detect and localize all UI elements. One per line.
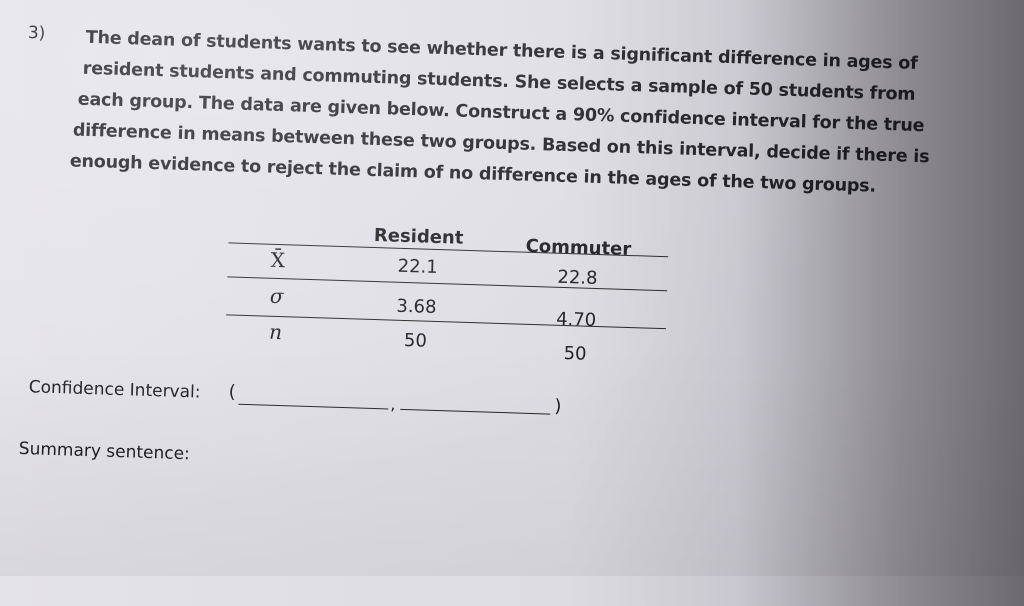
resident-n: 50 [403,329,428,352]
row-label-mean: X̄ [270,247,286,273]
resident-sigma: 3.68 [396,295,437,318]
ci-open-paren: ( [228,381,237,403]
ci-comma: , [390,394,396,414]
ci-close-paren: ) [554,395,562,417]
resident-mean: 22.1 [397,255,439,278]
ci-upper-blank[interactable] [400,408,551,415]
header-resident: Resident [373,224,464,249]
problem-number: 3) [27,22,46,44]
summary-label: Summary sentence: [18,438,191,465]
data-table: Resident Commuter X̄ 22.1 22.8 σ 3.68 4.… [226,220,669,365]
header-commuter: Commuter [525,235,632,261]
ci-lower-blank[interactable] [238,403,389,410]
row-label-sigma: σ [269,283,284,309]
commuter-sigma: 4.70 [555,308,597,331]
commuter-n: 50 [563,342,587,365]
row-label-n: n [268,319,283,345]
ci-label: Confidence Interval: [28,377,201,403]
problem-text: The dean of students wants to see whethe… [70,23,985,206]
